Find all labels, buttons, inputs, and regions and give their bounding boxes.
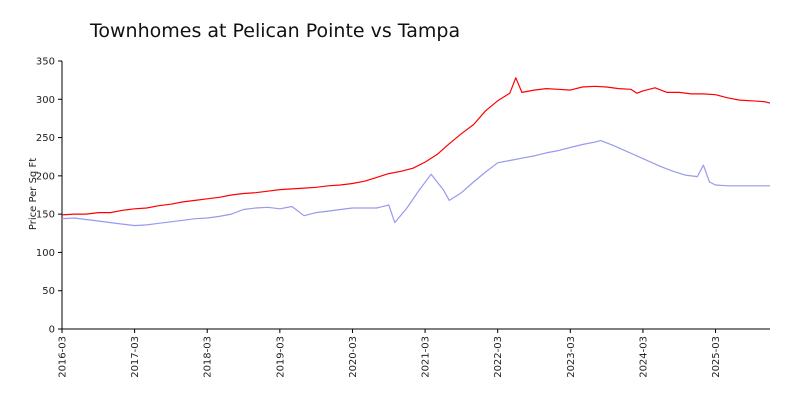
x-tick-label: 2017-03 bbox=[130, 336, 141, 378]
x-tick-label: 2025-03 bbox=[711, 336, 722, 378]
y-tick-label: 350 bbox=[36, 57, 55, 68]
x-tick-label: 2021-03 bbox=[421, 336, 432, 378]
series-line-tampa bbox=[61, 140, 770, 227]
x-tick-label: 2016-03 bbox=[58, 336, 69, 378]
x-tick-label: 2020-03 bbox=[348, 336, 359, 378]
y-axis-label: Price Per Sq Ft bbox=[28, 158, 39, 230]
chart-title: Townhomes at Pelican Pointe vs Tampa bbox=[89, 20, 460, 42]
y-tick-label: 300 bbox=[36, 95, 55, 106]
series-group bbox=[61, 77, 771, 227]
x-tick-label: 2019-03 bbox=[275, 336, 286, 378]
y-tick-label: 150 bbox=[36, 210, 55, 221]
series-line-pelican-pointe bbox=[61, 77, 771, 216]
y-tick-label: 0 bbox=[49, 325, 55, 336]
y-tick-label: 100 bbox=[36, 248, 55, 259]
x-tick-label: 2018-03 bbox=[203, 336, 214, 378]
y-tick-label: 50 bbox=[42, 286, 55, 297]
y-axis-ticks: 0 50 100 150 200 250 300 350 bbox=[36, 57, 62, 336]
x-axis-ticks: 2016-03 2017-03 2018-03 2019-03 2020-03 2021-… bbox=[58, 329, 722, 378]
y-tick-label: 200 bbox=[36, 171, 55, 182]
x-tick-label: 2023-03 bbox=[566, 336, 577, 378]
y-tick-label: 250 bbox=[36, 133, 55, 144]
x-tick-label: 2022-03 bbox=[493, 336, 504, 378]
x-tick-label: 2024-03 bbox=[638, 336, 649, 378]
